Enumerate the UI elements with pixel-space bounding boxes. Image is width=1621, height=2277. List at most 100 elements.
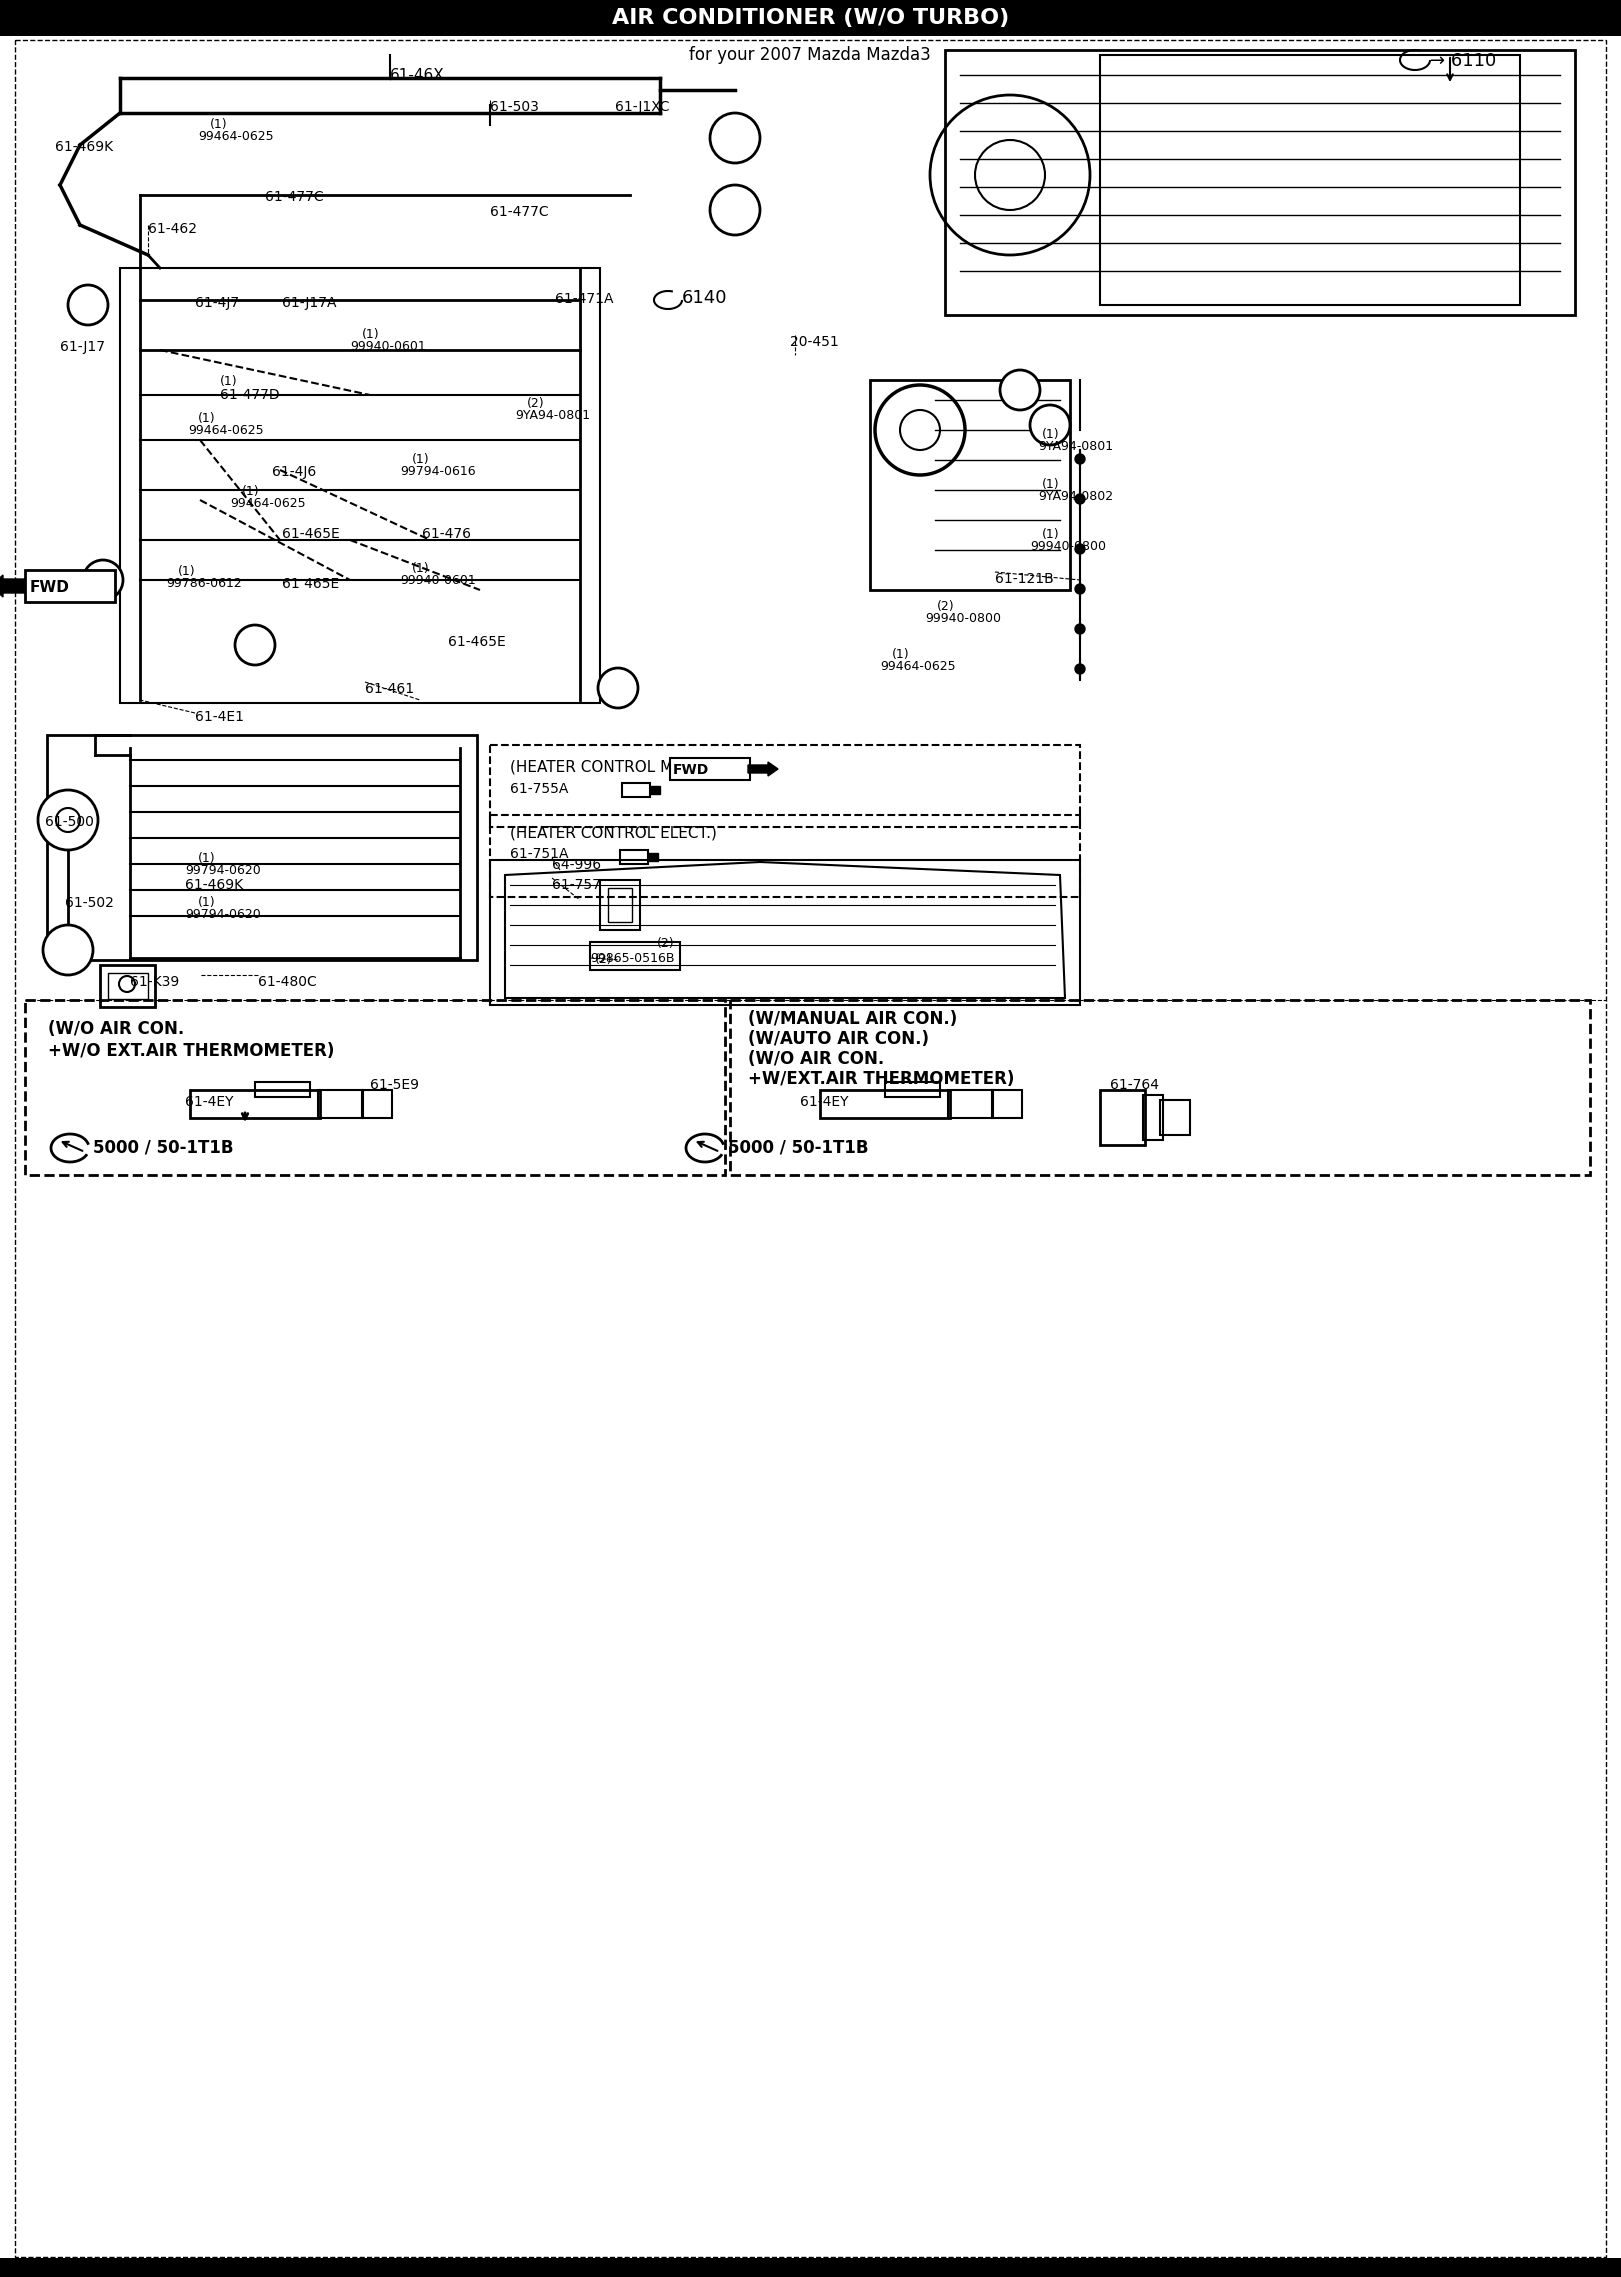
Circle shape <box>1000 369 1041 410</box>
Bar <box>0 2259 1621 2277</box>
Text: 61-476: 61-476 <box>421 526 472 542</box>
Bar <box>608 888 632 922</box>
Text: 61-121B: 61-121B <box>995 572 1054 585</box>
Circle shape <box>710 114 760 164</box>
Text: (1): (1) <box>242 485 259 499</box>
Bar <box>1101 1091 1144 1145</box>
Text: +W/O EXT.AIR THERMOMETER): +W/O EXT.AIR THERMOMETER) <box>49 1043 334 1061</box>
Text: → 6110: → 6110 <box>1430 52 1496 71</box>
Text: 9YA94-0801: 9YA94-0801 <box>515 410 590 421</box>
Text: 99940-0601: 99940-0601 <box>400 574 475 587</box>
Circle shape <box>1029 405 1070 444</box>
Text: (W/O AIR CON.: (W/O AIR CON. <box>747 1050 883 1068</box>
Text: 99794-0620: 99794-0620 <box>185 863 261 877</box>
Text: 99940-0800: 99940-0800 <box>926 613 1002 624</box>
Bar <box>590 943 679 970</box>
Text: FWD: FWD <box>673 763 710 776</box>
Text: W: W <box>726 130 744 148</box>
Circle shape <box>1075 453 1084 465</box>
Bar <box>24 569 115 601</box>
Text: W: W <box>726 200 744 219</box>
Text: 61-J1XC: 61-J1XC <box>614 100 669 114</box>
Bar <box>870 380 1070 590</box>
Text: X: X <box>613 681 624 694</box>
Text: 99865-0516B: 99865-0516B <box>590 952 674 965</box>
Text: 61-502: 61-502 <box>65 897 113 911</box>
Text: 61-465E: 61-465E <box>282 526 340 542</box>
Text: (HEATER CONTROL MECHA.): (HEATER CONTROL MECHA.) <box>511 761 726 774</box>
Text: 61-500: 61-500 <box>45 815 94 829</box>
Text: 61-469K: 61-469K <box>185 879 243 893</box>
Bar <box>948 1091 994 1118</box>
Text: (1): (1) <box>412 453 430 467</box>
Text: (1): (1) <box>178 565 196 578</box>
Text: (1): (1) <box>198 412 216 426</box>
Circle shape <box>710 184 760 235</box>
Text: 61-462: 61-462 <box>148 221 198 237</box>
Text: (W/AUTO AIR CON.): (W/AUTO AIR CON.) <box>747 1029 929 1047</box>
Text: (W/MANUAL AIR CON.): (W/MANUAL AIR CON.) <box>747 1011 958 1027</box>
Bar <box>24 1000 725 1175</box>
Bar <box>254 1082 310 1098</box>
Text: 61-764: 61-764 <box>1110 1077 1159 1093</box>
Text: 61-J17A: 61-J17A <box>282 296 337 310</box>
Text: (1): (1) <box>412 562 430 576</box>
Text: 61-4EY: 61-4EY <box>185 1095 233 1109</box>
Text: Z: Z <box>250 638 261 653</box>
Text: Z: Z <box>83 298 94 312</box>
Text: 9YA94-0801: 9YA94-0801 <box>1037 439 1114 453</box>
Circle shape <box>1075 544 1084 553</box>
Bar <box>0 0 1621 36</box>
Bar <box>490 745 1080 827</box>
Text: (1): (1) <box>892 649 909 660</box>
Text: 61-751A: 61-751A <box>511 847 569 861</box>
Bar <box>120 269 600 704</box>
Text: (2): (2) <box>595 954 613 965</box>
Text: (1): (1) <box>1042 478 1060 492</box>
Bar <box>120 77 660 114</box>
Text: for your 2007 Mazda Mazda3: for your 2007 Mazda Mazda3 <box>689 46 930 64</box>
FancyArrow shape <box>0 576 24 597</box>
Text: 6140: 6140 <box>682 289 728 307</box>
Text: (1): (1) <box>220 376 238 387</box>
Bar <box>885 1082 940 1098</box>
Text: (1): (1) <box>1042 428 1060 442</box>
Text: 5000 / 50-1T1B: 5000 / 50-1T1B <box>728 1138 869 1157</box>
Text: X: X <box>1044 417 1055 433</box>
Text: (2): (2) <box>527 396 545 410</box>
Text: 61-K39: 61-K39 <box>130 975 180 988</box>
Bar <box>622 783 650 797</box>
Text: 99940-0601: 99940-0601 <box>350 339 426 353</box>
Text: 61-46X: 61-46X <box>391 68 444 82</box>
Text: 61-471A: 61-471A <box>554 291 613 305</box>
Bar <box>729 1000 1590 1175</box>
Bar <box>109 972 148 1000</box>
Text: (1): (1) <box>211 118 227 132</box>
Bar <box>945 50 1576 314</box>
Text: 61-4EY: 61-4EY <box>801 1095 848 1109</box>
Circle shape <box>235 624 276 665</box>
Circle shape <box>1075 665 1084 674</box>
Text: Y: Y <box>97 572 109 587</box>
Text: (1): (1) <box>1042 528 1060 542</box>
Circle shape <box>1075 494 1084 503</box>
Circle shape <box>1075 624 1084 633</box>
Text: +W/EXT.AIR THERMOMETER): +W/EXT.AIR THERMOMETER) <box>747 1070 1015 1088</box>
Text: (W/O AIR CON.: (W/O AIR CON. <box>49 1020 185 1038</box>
Text: 64-996: 64-996 <box>553 858 601 872</box>
Text: 61-4J6: 61-4J6 <box>272 465 316 478</box>
Bar <box>318 1091 363 1118</box>
Circle shape <box>37 790 97 849</box>
Text: 99464-0625: 99464-0625 <box>230 496 306 510</box>
Bar <box>992 1091 1021 1118</box>
Text: (1): (1) <box>361 328 379 342</box>
Text: 61-503: 61-503 <box>490 100 538 114</box>
Text: 61-4E1: 61-4E1 <box>195 710 245 724</box>
Bar <box>361 1091 392 1118</box>
Circle shape <box>68 285 109 326</box>
Bar <box>648 854 658 861</box>
Bar <box>47 735 477 961</box>
Bar <box>619 849 648 863</box>
Text: 61 465E: 61 465E <box>282 576 339 592</box>
Bar <box>101 965 156 1006</box>
